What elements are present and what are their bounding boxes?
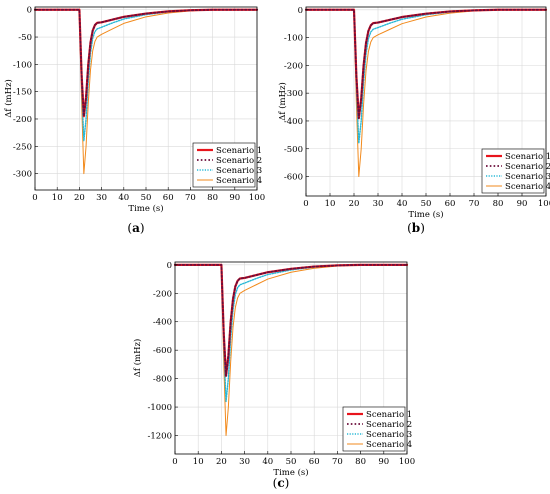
legend-label-scenario-4: Scenario 4 [366, 440, 412, 450]
x-tick-label: 40 [262, 457, 273, 467]
x-axis-label: Time (s) [128, 203, 163, 214]
x-tick-label: 0 [303, 199, 308, 209]
x-tick-label: 80 [493, 199, 504, 209]
y-tick-label: -100 [284, 34, 303, 44]
legend-label-scenario-1: Scenario 1 [216, 146, 262, 156]
x-tick-label: 10 [52, 193, 63, 203]
x-tick-label: 40 [397, 199, 408, 209]
y-tick-label: -250 [13, 142, 32, 152]
x-tick-label: 10 [325, 199, 336, 209]
legend-label-scenario-3: Scenario 3 [366, 430, 412, 440]
x-tick-label: 90 [229, 193, 240, 203]
x-tick-label: 60 [445, 199, 456, 209]
y-tick-label: -800 [153, 375, 172, 385]
legend-label-scenario-2: Scenario 2 [505, 162, 550, 172]
panel-label: (a) [127, 221, 144, 235]
legend-label-scenario-1: Scenario 1 [366, 410, 412, 420]
y-tick-label: -1000 [147, 403, 172, 413]
x-tick-label: 10 [193, 457, 204, 467]
y-tick-label: 0 [167, 261, 172, 271]
y-tick-label: -150 [13, 88, 32, 98]
x-tick-label: 80 [207, 193, 218, 203]
series-line-scenario-2 [174, 263, 408, 377]
x-axis-label: Time (s) [408, 209, 443, 220]
x-tick-label: 100 [399, 457, 415, 467]
legend-label-scenario-2: Scenario 2 [366, 420, 412, 430]
y-tick-label: -400 [284, 117, 303, 127]
legend-label-scenario-4: Scenario 4 [505, 182, 550, 192]
x-tick-label: 0 [32, 193, 37, 203]
x-tick-label: 90 [517, 199, 528, 209]
y-tick-label: -300 [13, 170, 32, 180]
y-tick-label: -600 [153, 346, 172, 356]
chart-panel-a: 0 10 20 30 40 50 60 70 80 90 100 0 -50 -100 -150 -200 -2… [3, 6, 265, 235]
x-tick-label: 60 [309, 457, 320, 467]
chart-panel-c: 0 10 20 30 40 50 60 70 80 90 100 0 -200 -400 -600 -800 -… [132, 261, 415, 490]
legend-label-scenario-3: Scenario 3 [505, 172, 550, 182]
y-tick-label: -1200 [147, 432, 172, 442]
y-tick-label: 0 [298, 6, 303, 16]
y-tick-label: -100 [13, 60, 32, 70]
x-tick-label: 50 [141, 193, 152, 203]
series-line-scenario-2 [34, 8, 258, 118]
chart-panel-b: 0 10 20 30 40 50 60 70 80 90 100 0 -100 -200 -300 -400 -… [277, 6, 550, 235]
y-tick-label: -500 [284, 145, 303, 155]
y-tick-label: -400 [153, 318, 172, 328]
x-tick-label: 40 [118, 193, 129, 203]
x-axis-label: Time (s) [273, 467, 308, 478]
x-tick-label: 50 [421, 199, 432, 209]
x-tick-label: 0 [172, 457, 177, 467]
x-tick-label: 80 [355, 457, 366, 467]
y-tick-label: -50 [18, 33, 32, 43]
legend-label-scenario-4: Scenario 4 [216, 176, 262, 186]
x-tick-label: 70 [469, 199, 480, 209]
y-tick-label: 0 [27, 6, 32, 16]
x-tick-label: 20 [349, 199, 360, 209]
y-tick-label: -200 [13, 115, 32, 125]
x-tick-label: 100 [249, 193, 265, 203]
y-tick-label: -200 [153, 289, 172, 299]
x-tick-label: 90 [378, 457, 389, 467]
x-tick-label: 70 [185, 193, 196, 203]
x-tick-label: 30 [239, 457, 250, 467]
series-line-scenario-2 [305, 8, 547, 120]
y-tick-label: -200 [284, 61, 303, 71]
x-tick-label: 100 [538, 199, 550, 209]
legend-label-scenario-2: Scenario 2 [216, 156, 262, 166]
y-axis-label: Δf (mHz) [277, 82, 288, 121]
x-tick-label: 20 [216, 457, 227, 467]
x-tick-label: 70 [332, 457, 343, 467]
x-tick-label: 30 [373, 199, 384, 209]
x-tick-label: 60 [163, 193, 174, 203]
y-tick-label: -600 [284, 173, 303, 183]
x-tick-label: 50 [286, 457, 297, 467]
panel-label: (b) [407, 221, 425, 235]
y-tick-label: -300 [284, 89, 303, 99]
legend-label-scenario-1: Scenario 1 [505, 152, 550, 162]
legend-label-scenario-3: Scenario 3 [216, 166, 262, 176]
panel-label: (c) [273, 476, 290, 490]
y-axis-label: Δf (mHz) [3, 79, 14, 118]
x-tick-label: 20 [74, 193, 85, 203]
y-axis-label: Δf (mHz) [132, 339, 143, 378]
x-tick-label: 30 [96, 193, 107, 203]
